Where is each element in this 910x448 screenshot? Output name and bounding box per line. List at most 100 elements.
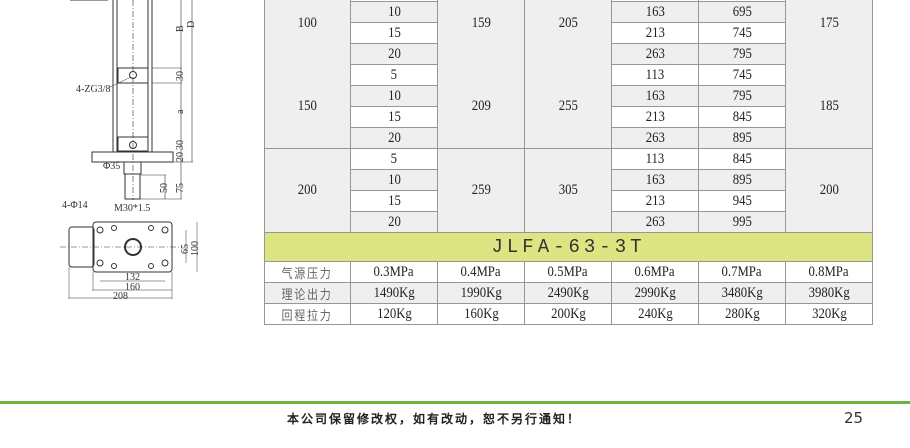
spec-value-cell: 0.8MPa [786,262,873,283]
table-cell-text: 895 [732,171,752,188]
table-cell-text: 259 [471,182,491,198]
stroke-cell-text: 20 [387,129,401,146]
footer-notice: 本公司保留修改权，如有改动，恕不另行通知！ [287,412,582,426]
stroke-cell: 5 [351,65,438,86]
dim-b: B [175,25,186,32]
spec-value-cell-text: 160Kg [463,305,499,322]
bore-cell-text: 150 [297,98,318,114]
table-cell: 845 [699,107,786,128]
table-cell-text: 745 [732,24,752,41]
port-label: 4-ZG3/8 [76,84,110,95]
table-cell: 895 [699,128,786,149]
table-cell: 263 [612,128,699,149]
stroke-cell: 20 [351,212,438,233]
spec-value-cell-text: 320Kg [811,305,847,322]
stroke-cell: 20 [351,44,438,65]
table-cell: 745 [699,65,786,86]
table-cell: 213 [612,191,699,212]
rod-diameter-label: Φ35 [103,161,120,172]
table-cell-text: 895 [732,129,752,146]
stroke-cell: 15 [351,107,438,128]
spec-value-cell-text: 200Kg [550,305,586,322]
table-cell-text: 845 [732,108,752,125]
table-cell-text: 185 [819,98,839,114]
bore-cell: 150 [264,65,351,149]
dim-50: 50 [159,183,170,193]
spec-row-label: 气源压力 [264,262,351,283]
table-cell-text: 263 [645,45,665,62]
stroke-cell: 10 [351,86,438,107]
spec-value-cell: 3980Kg [786,283,873,304]
stroke-cell-text: 15 [387,192,401,209]
stroke-cell-text: 15 [387,108,401,125]
stroke-cell: 10 [351,170,438,191]
table-cell-text: 263 [645,129,665,146]
table-cell [612,0,699,2]
rod-neck [123,161,142,175]
bore-cell: 200 [264,149,351,233]
spec-value-cell: 0.7MPa [699,262,786,283]
table-cell-text: 255 [558,98,578,114]
page-number: 25 [844,409,864,427]
table-cell: 259 [438,149,525,233]
table-cell: 209 [438,65,525,149]
table-cell: 113 [612,149,699,170]
table-cell-text: 163 [645,3,665,20]
table-cell: 113 [612,65,699,86]
table-cell-text: 695 [732,3,752,20]
stroke-cell: 15 [351,191,438,212]
table-cell: 305 [525,149,612,233]
mounting-holes [96,225,169,269]
dim-75: 75 [175,183,186,193]
spec-value-cell: 3480Kg [699,283,786,304]
spec-value-cell-text: 3980Kg [808,284,850,301]
spec-value-cell: 240Kg [612,304,699,325]
table-cell: 263 [612,212,699,233]
footer-divider [0,401,910,404]
table-cell-text: 163 [645,87,665,104]
spec-value-cell-text: 1990Kg [460,284,502,301]
cylinder-body [112,0,153,153]
table-cell: 995 [699,212,786,233]
spec-value-cell-text: 1490Kg [373,284,415,301]
spec-row-label-text: 理论出力 [281,287,333,303]
cylinder-technical-drawing: B D 30 a 30 20 75 50 4-ZG3/8 Φ35 M30*1.5… [60,0,201,302]
table-cell: 213 [612,23,699,44]
dim-65: 65 [180,244,191,254]
table-cell: 163 [612,86,699,107]
table-cell-text: 263 [645,213,665,230]
table-cell-text: 745 [732,66,752,83]
stroke-cell: 20 [351,128,438,149]
spec-value-cell-text: 0.8MPa [808,263,850,280]
spec-value-cell-text: 240Kg [637,305,673,322]
table-cell-text: 213 [645,24,665,41]
table-cell-text: 845 [732,150,752,167]
stroke-cell: 5 [351,149,438,170]
spec-value-cell: 1990Kg [438,283,525,304]
spec-value-cell: 320Kg [786,304,873,325]
spec-value-cell: 2490Kg [525,283,612,304]
dim-100: 100 [190,241,201,256]
stroke-cell-text: 10 [387,87,401,104]
table-cell [351,0,438,2]
dim-30-top: 30 [175,71,186,81]
piston-rod [124,173,141,200]
port-icon [129,141,137,149]
spec-value-cell-text: 120Kg [376,305,412,322]
table-cell-text: 175 [819,15,839,31]
stroke-cell-text: 5 [390,66,398,83]
stroke-cell-text: 10 [387,3,401,20]
stroke-cell-text: 20 [387,213,401,230]
table-cell: 795 [699,86,786,107]
table-cell-text: 159 [471,15,491,31]
table-cell-text: 305 [558,182,578,198]
thread-label: M30*1.5 [114,203,150,214]
spec-value-cell-text: 0.4MPa [460,263,502,280]
spec-value-cell: 1490Kg [351,283,438,304]
table-cell-text: 200 [819,182,839,198]
table-cell-text: 205 [558,15,578,31]
stroke-cell-text: 15 [387,24,401,41]
dim-160: 160 [125,282,140,293]
port-icon [129,71,137,79]
